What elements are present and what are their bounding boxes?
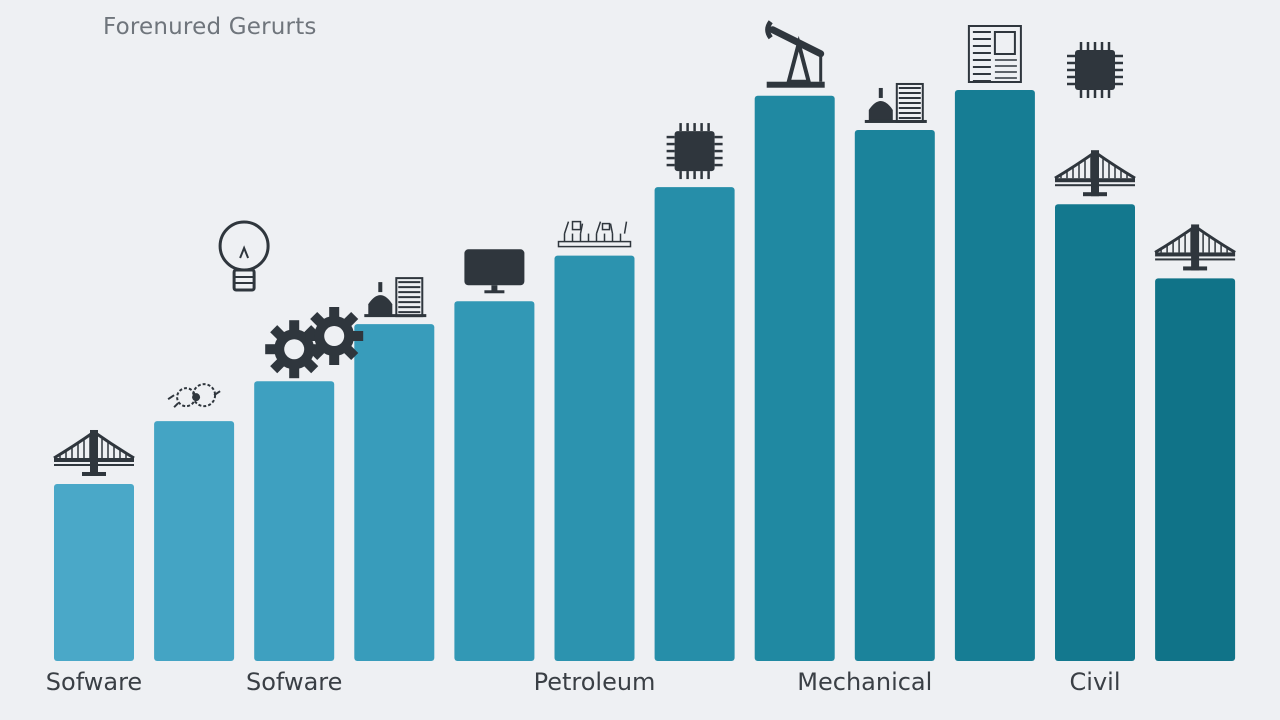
bar	[454, 301, 535, 661]
bar	[1155, 278, 1236, 661]
bar	[754, 95, 835, 661]
bar	[654, 187, 735, 661]
bridge-icon	[1154, 224, 1236, 271]
gear-icon	[305, 307, 364, 365]
blueprint-icon	[967, 25, 1022, 83]
microchip-icon	[666, 123, 723, 180]
bar	[954, 90, 1035, 661]
bridge-icon	[53, 429, 135, 476]
tick-label: Petroleum	[533, 668, 656, 696]
buildings-icon	[364, 277, 427, 318]
tick-label: Civil	[1069, 668, 1121, 696]
chart-title: Forenured Gerurts	[103, 14, 317, 40]
monitor-icon	[464, 249, 525, 294]
bar	[854, 129, 935, 662]
tick-label: Mechanical	[797, 668, 933, 696]
bar	[154, 421, 235, 661]
microchip-icon	[1067, 42, 1123, 98]
bar	[54, 483, 134, 661]
bar	[1055, 204, 1135, 661]
buildings-icon	[864, 82, 927, 123]
bar	[254, 381, 335, 661]
tick-label: Sofware	[45, 668, 143, 696]
oil-pump-icon	[765, 20, 825, 88]
gears-icon	[167, 383, 221, 408]
tick-label: Sofware	[245, 668, 343, 696]
circuit-sketch-icon	[557, 220, 632, 248]
bar	[354, 324, 435, 661]
bridge-icon	[1054, 150, 1136, 197]
bar	[554, 255, 635, 661]
lightbulb-icon	[218, 220, 270, 292]
